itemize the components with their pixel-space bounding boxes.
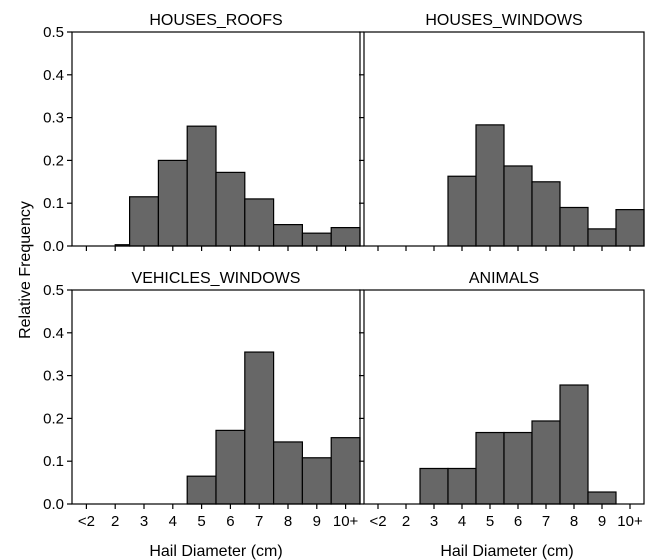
histogram-bar: [157, 159, 188, 247]
y-tick-label: 0.1: [43, 195, 64, 212]
panel-title: ANIMALS: [469, 270, 539, 287]
x-tick-label: 9: [313, 513, 321, 530]
x-tick-label: 6: [226, 513, 234, 530]
histogram-bar: [447, 467, 477, 505]
x-tick-label: 3: [140, 513, 148, 530]
histogram-bar: [273, 224, 304, 247]
histogram-bar: [559, 384, 589, 505]
x-tick-label: 4: [169, 513, 177, 530]
histogram-bar: [186, 475, 217, 505]
panel-3: VEHICLES_WINDOWS 0.0 0.1 0.2 0.3 0.4 0.5 <2 2 3 4 5…: [43, 270, 361, 530]
x-tick-label: 8: [284, 513, 292, 530]
x-axis-label-right: Hail Diameter (cm): [440, 543, 573, 560]
panel-frame: [363, 289, 645, 505]
histogram-bar: [531, 420, 561, 505]
histogram-bar: [244, 351, 275, 505]
x-tick-label: 6: [514, 513, 522, 530]
x-axis-label-left: Hail Diameter (cm): [149, 543, 282, 560]
histogram-bar: [503, 165, 533, 247]
x-tick-label: 5: [197, 513, 205, 530]
y-tick-label: 0.2: [43, 410, 64, 427]
y-tick-label: 0.4: [43, 67, 64, 84]
histogram-bar: [587, 228, 617, 247]
histogram-bar: [330, 226, 361, 247]
panel-1: HOUSES_ROOFS 0.0 0.1 0.2 0.3 0.4 0.5: [43, 12, 361, 255]
x-tick-label: 7: [255, 513, 263, 530]
histogram-bar: [330, 437, 361, 505]
panel-frame: [71, 31, 361, 247]
histogram-bar: [215, 171, 246, 247]
x-tick-label: <2: [369, 513, 386, 530]
x-tick-label: 8: [570, 513, 578, 530]
x-tick-label: 4: [458, 513, 466, 530]
y-tick-label: 0.5: [43, 282, 64, 299]
panel-title: HOUSES_ROOFS: [149, 12, 282, 29]
histogram-bar: [475, 431, 505, 505]
histogram-bar: [244, 198, 275, 247]
histogram-bar: [531, 181, 561, 247]
panel-title: HOUSES_WINDOWS: [425, 12, 582, 29]
y-tick-label: 0.3: [43, 368, 64, 385]
y-tick-label: 0.1: [43, 453, 64, 470]
panel-frame: [363, 31, 645, 247]
x-tick-label: 7: [542, 513, 550, 530]
y-tick-label: 0.2: [43, 152, 64, 169]
histogram-bar: [301, 232, 332, 247]
x-tick-label: 10+: [617, 513, 643, 530]
x-tick-label: <2: [78, 513, 95, 530]
x-tick-label: 3: [430, 513, 438, 530]
panel-2: HOUSES_WINDOWS: [359, 12, 645, 251]
histogram-bar: [615, 209, 645, 247]
histogram-bar: [273, 441, 304, 505]
histogram-bar: [447, 175, 477, 247]
y-tick-label: 0.0: [43, 496, 64, 513]
histogram-bar: [129, 196, 160, 247]
histogram-bar: [559, 206, 589, 247]
panel-title: VEHICLES_WINDOWS: [132, 270, 301, 287]
x-tick-label: 2: [111, 513, 119, 530]
histogram-bar: [503, 431, 533, 505]
x-tick-label: 9: [598, 513, 606, 530]
y-tick-label: 0.0: [43, 238, 64, 255]
x-tick-label: 5: [486, 513, 494, 530]
y-tick-label: 0.4: [43, 325, 64, 342]
panel-4: ANIMALS <2 2 3 4 5 6 7 8 9 10+: [359, 270, 645, 530]
x-tick-label: 2: [402, 513, 410, 530]
histogram-bar: [587, 491, 617, 505]
histogram-bar: [186, 125, 217, 247]
histogram-bar: [215, 429, 246, 505]
histogram-bar: [419, 467, 449, 505]
histogram-bar: [475, 124, 505, 247]
panels-layer: HOUSES_ROOFS 0.0 0.1 0.2 0.3 0.4 0.5 HOUSES_WIN…: [43, 12, 645, 530]
histogram-bar: [301, 457, 332, 505]
x-tick-label: 10+: [333, 513, 359, 530]
y-tick-label: 0.5: [43, 24, 64, 41]
panel-frame: [71, 289, 361, 505]
y-tick-label: 0.3: [43, 110, 64, 127]
y-axis-label: Relative Frequency: [17, 201, 34, 339]
